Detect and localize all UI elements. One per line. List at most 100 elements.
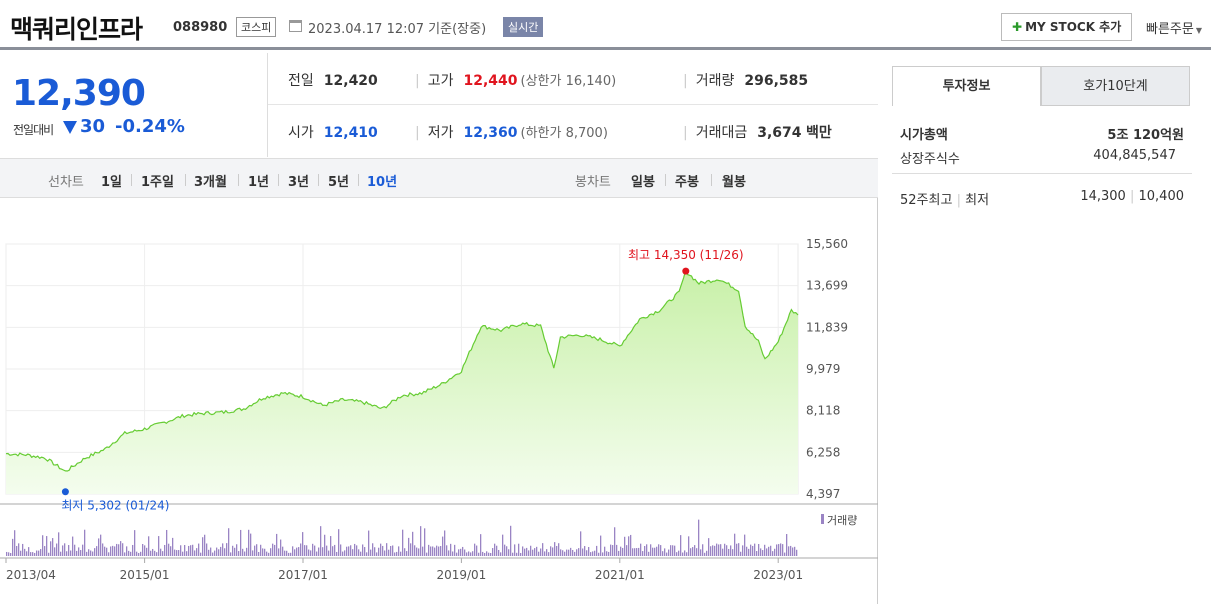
volume-bar — [344, 550, 346, 556]
range-10y-button[interactable]: 10년 — [367, 175, 398, 190]
volume-bar — [384, 550, 386, 556]
volume-bar — [336, 551, 338, 556]
y-tick-label: 13,699 — [806, 279, 848, 293]
prev-close-cell: 전일 12,420 — [288, 70, 378, 90]
current-price: 12,390 — [12, 73, 146, 114]
volume-bar — [562, 550, 564, 556]
price-chart-svg: 15,560 13,699 11,839 9,979 8,118 6,258 4,397 2… — [0, 237, 878, 582]
volume-bar — [78, 547, 80, 556]
volume-bar — [764, 544, 766, 556]
volume-bar — [142, 543, 144, 556]
quick-order-menu[interactable]: 빠른주문 ▼ — [1146, 18, 1202, 37]
volume-bar — [512, 552, 514, 556]
info-tabs: 투자정보 호가10단계 — [892, 66, 1191, 106]
candle-monthly-button[interactable]: 월봉 — [722, 175, 746, 190]
tab-investment-info[interactable]: 투자정보 — [892, 66, 1041, 106]
volume-bar — [504, 544, 506, 556]
volume-bar — [176, 550, 178, 556]
volume-bar — [548, 552, 550, 556]
volume-bar — [144, 545, 146, 556]
volume-bar — [366, 552, 368, 556]
volume-bar — [700, 549, 702, 556]
volume-bar — [662, 551, 664, 556]
x-tick-label: 2013/04 — [6, 568, 56, 582]
volume-bar — [42, 535, 44, 556]
volume-bar — [270, 548, 272, 556]
volume-bar — [296, 547, 298, 556]
volume-bar — [212, 552, 214, 556]
volume-bar — [116, 543, 118, 556]
volume-bar — [628, 536, 630, 556]
volume-bar — [124, 552, 126, 556]
volume-bar — [460, 548, 462, 556]
volume-bar — [440, 546, 442, 556]
volume-bar — [206, 543, 208, 556]
volume-bar — [204, 534, 206, 556]
range-3m-button[interactable]: 3개월 — [194, 175, 227, 190]
volume-bar — [730, 545, 732, 556]
x-tick-label: 2017/01 — [278, 568, 328, 582]
realtime-badge: 실시간 — [503, 17, 544, 37]
volume-bar — [224, 548, 226, 556]
volume-bar — [640, 543, 642, 556]
range-5y-button[interactable]: 5년 — [328, 175, 350, 190]
add-my-stock-button[interactable]: ✚ MY STOCK 추가 — [1001, 13, 1133, 41]
tab-order-book[interactable]: 호가10단계 — [1041, 66, 1190, 106]
volume-bar — [298, 547, 300, 556]
volume-bar — [404, 548, 406, 556]
volume-bar — [118, 544, 120, 556]
range-1d-button[interactable]: 1일 — [101, 175, 123, 190]
y-tick-label: 4,397 — [806, 487, 840, 501]
volume-bar — [324, 534, 326, 556]
range-3y-button[interactable]: 3년 — [288, 175, 310, 190]
open-cell: 시가 12,410 — [288, 122, 378, 142]
volume-bar — [98, 538, 100, 556]
candle-daily-button[interactable]: 일봉 — [631, 175, 655, 190]
volume-bar — [236, 544, 238, 556]
volume-bar — [644, 546, 646, 556]
range-1y-button[interactable]: 1년 — [248, 175, 270, 190]
volume-bar — [542, 543, 544, 556]
volume-bar — [76, 550, 78, 556]
volume-bar — [564, 551, 566, 556]
volume-bar — [376, 552, 378, 556]
volume-bar — [294, 549, 296, 556]
volume-bar — [314, 545, 316, 556]
current-price-box: 12,390 전일대비 30 -0.24% — [0, 53, 268, 157]
volume-bar — [638, 547, 640, 556]
range-1w-button[interactable]: 1주일 — [141, 175, 174, 190]
volume-bar — [368, 530, 370, 556]
volume-bar — [608, 551, 610, 556]
volume-bar — [394, 552, 396, 556]
volume-bar — [36, 550, 38, 556]
volume-bar — [274, 544, 276, 556]
volume-bar — [702, 544, 704, 556]
volume-value: 296,585 — [744, 73, 809, 89]
volume-bar — [272, 543, 274, 556]
volume-bar — [184, 545, 186, 556]
volume-bar — [660, 545, 662, 556]
volume-bar — [664, 548, 666, 556]
volume-bar — [530, 545, 532, 556]
volume-bar — [22, 543, 24, 556]
volume-bar — [456, 552, 458, 556]
volume-bar — [586, 550, 588, 556]
price-chart[interactable]: 15,560 13,699 11,839 9,979 8,118 6,258 4,397 2… — [0, 198, 878, 604]
y-tick-label: 6,258 — [806, 445, 840, 459]
volume-bar — [572, 549, 574, 556]
volume-bar — [210, 547, 212, 556]
volume-bar — [360, 551, 362, 556]
low-value: 12,360 — [463, 125, 518, 141]
volume-bar — [322, 547, 324, 556]
volume-bar — [558, 543, 560, 556]
volume-bar — [326, 545, 328, 556]
volume-bar — [554, 542, 556, 556]
candle-weekly-button[interactable]: 주봉 — [675, 175, 699, 190]
diff-label: 전일대비 — [13, 123, 54, 137]
volume-bar — [56, 543, 58, 556]
volume-bar — [496, 545, 498, 556]
volume-bar — [544, 551, 546, 556]
volume-bar — [796, 549, 798, 556]
volume-bar — [518, 543, 520, 556]
volume-bar — [576, 549, 578, 556]
